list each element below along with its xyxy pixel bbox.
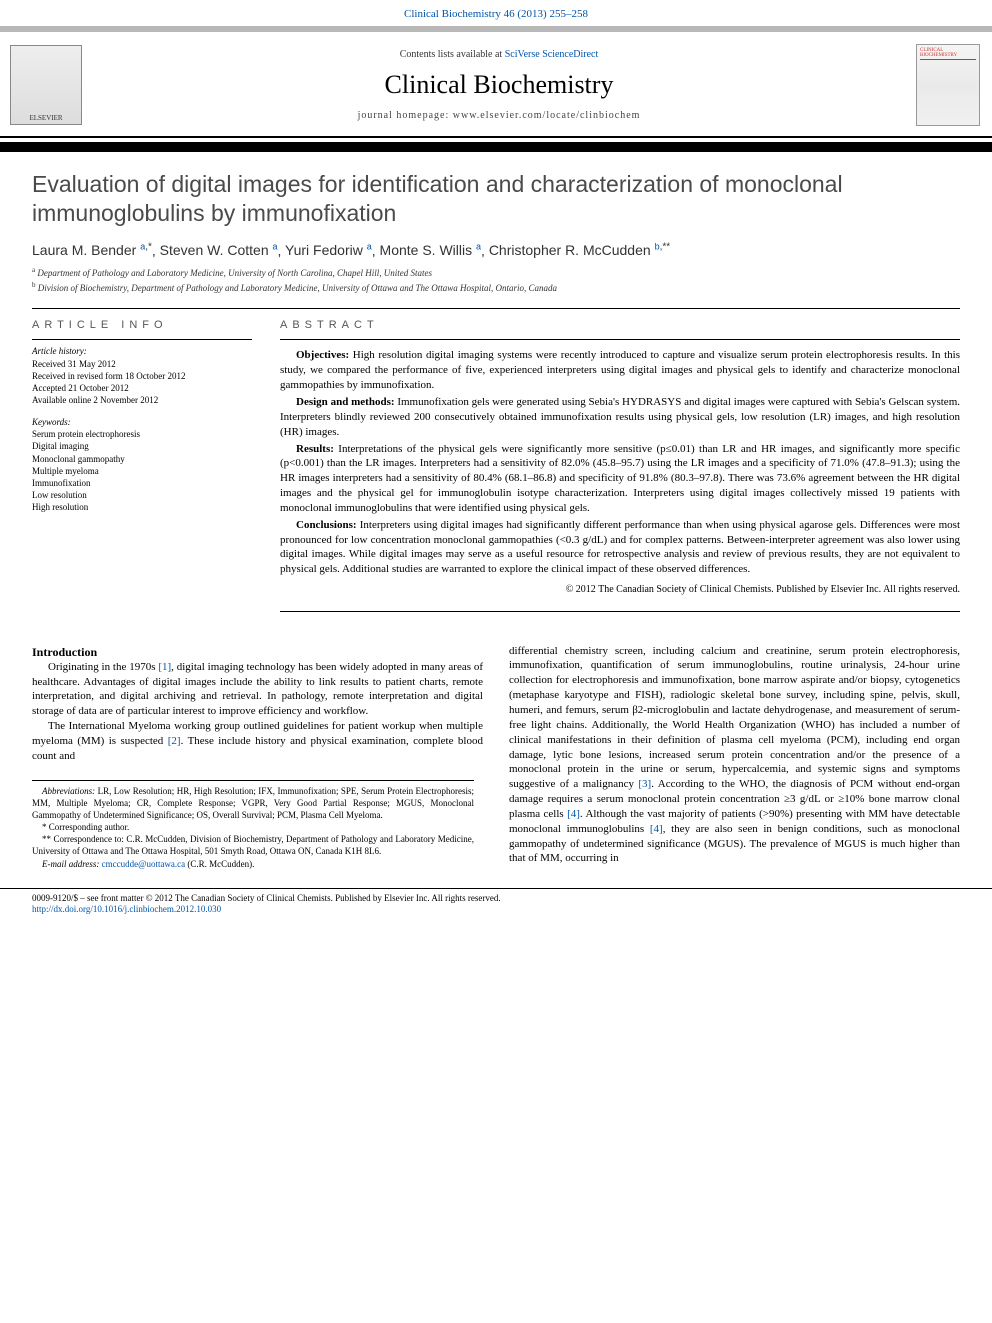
footer-bar: 0009-9120/$ – see front matter © 2012 Th… [0,888,992,926]
journal-cover-thumb: CLINICAL BIOCHEMISTRY [916,44,980,126]
body-paragraph: The International Myeloma working group … [32,719,483,764]
article-info-col: ARTICLE INFO Article history: Received 3… [32,319,252,621]
history-item: Accepted 21 October 2012 [32,382,252,394]
keyword: Digital imaging [32,440,252,452]
affil-key: a [32,266,35,274]
keyword: Multiple myeloma [32,465,252,477]
article-history: Article history: Received 31 May 2012 Re… [32,339,252,406]
author-affil-sup[interactable]: a [476,242,481,252]
abstract-sublabel: Conclusions: [296,519,357,531]
citation-link[interactable]: [3] [638,778,651,790]
history-item: Available online 2 November 2012 [32,394,252,406]
publisher-name: ELSEVIER [29,114,62,122]
header-center: Contents lists available at SciVerse Sci… [82,49,916,121]
abstract-bottom-rule [280,611,960,612]
author: Laura M. Bender a,* [32,242,152,258]
keyword: Immunofixation [32,477,252,489]
keyword: Serum protein electrophoresis [32,428,252,440]
abbr-text: LR, Low Resolution; HR, High Resolution;… [32,786,474,820]
email-label: E-mail address: [42,859,102,869]
abbr-label: Abbreviations: [42,786,95,796]
author-name: Steven W. Cotten [160,242,269,258]
keyword: High resolution [32,501,252,513]
section-heading-intro: Introduction [32,644,483,660]
abstract-text: Interpreters using digital images had si… [280,519,960,576]
journal-reference: Clinical Biochemistry 46 (2013) 255–258 [0,0,992,26]
abstract-text: High resolution digital imaging systems … [280,349,960,391]
author-name: Laura M. Bender [32,242,136,258]
citation-link[interactable]: [1] [158,661,171,673]
homepage-line: journal homepage: www.elsevier.com/locat… [82,110,916,121]
keyword: Low resolution [32,489,252,501]
author-affil-sup[interactable]: a [367,242,372,252]
issn-line: 0009-9120/$ – see front matter © 2012 Th… [32,893,960,905]
history-label: Article history: [32,345,252,357]
keyword: Monoclonal gammopathy [32,453,252,465]
abstract-sublabel: Objectives: [296,349,349,361]
abstract-paragraph: Results: Interpretations of the physical… [280,442,960,516]
citation-link[interactable]: [4] [567,808,580,820]
history-item: Received in revised form 18 October 2012 [32,370,252,382]
email-line: E-mail address: cmccudde@uottawa.ca (C.R… [32,858,474,870]
affiliation: b Division of Biochemistry, Department o… [32,281,960,294]
black-divider [0,142,992,152]
homepage-prefix: journal homepage: [358,110,453,121]
email-suffix: (C.R. McCudden). [185,859,254,869]
body-text: Originating in the 1970s [48,661,158,673]
body-text: differential chemistry screen, including… [509,645,960,791]
citation-link[interactable]: [4] [650,823,663,835]
abstract-sublabel: Design and methods: [296,396,395,408]
abstract-body: Objectives: High resolution digital imag… [280,339,960,596]
author: Yuri Fedoriw a [285,242,372,258]
author-name: Christopher R. McCudden [489,242,651,258]
author-name: Monte S. Willis [380,242,473,258]
history-item: Received 31 May 2012 [32,358,252,370]
body-paragraph: Originating in the 1970s [1], digital im… [32,660,483,719]
abstract-copyright: © 2012 The Canadian Society of Clinical … [280,583,960,597]
body-paragraph: differential chemistry screen, including… [509,644,960,867]
author-mark[interactable]: ,* [145,242,152,253]
affil-text: Division of Biochemistry, Department of … [38,283,557,293]
cover-thumb-label: CLINICAL BIOCHEMISTRY [920,48,976,60]
abstract-text: Interpretations of the physical gels wer… [280,443,960,514]
doi-link[interactable]: http://dx.doi.org/10.1016/j.clinbiochem.… [32,904,221,914]
article-title: Evaluation of digital images for identif… [32,170,960,228]
body-columns: Introduction Originating in the 1970s [1… [32,644,960,870]
header-bar: ELSEVIER Contents lists available at Sci… [0,26,992,138]
journal-reference-link[interactable]: Clinical Biochemistry 46 (2013) 255–258 [404,8,588,20]
keywords-label: Keywords: [32,416,252,428]
footnotes: Abbreviations: LR, Low Resolution; HR, H… [32,780,474,870]
elsevier-logo: ELSEVIER [10,45,82,125]
corresponding-note: ** Correspondence to: C.R. McCudden, Div… [32,833,474,857]
scidirect-link[interactable]: SciVerse ScienceDirect [505,49,599,60]
article-info-heading: ARTICLE INFO [32,319,252,331]
author-affil-sup[interactable]: a [273,242,278,252]
abstract-paragraph: Design and methods: Immunofixation gels … [280,395,960,440]
affil-text: Department of Pathology and Laboratory M… [37,268,432,278]
contents-line: Contents lists available at SciVerse Sci… [82,49,916,60]
section-rule [32,308,960,309]
contents-prefix: Contents lists available at [400,49,505,60]
email-link[interactable]: cmccudde@uottawa.ca [102,859,186,869]
affil-key: b [32,281,36,289]
citation-link[interactable]: [2] [168,735,181,747]
author-mark[interactable]: ,** [660,242,671,253]
abstract-sublabel: Results: [296,443,334,455]
abbreviations: Abbreviations: LR, Low Resolution; HR, H… [32,785,474,821]
corresponding-note: * Corresponding author. [32,821,474,833]
abstract-paragraph: Conclusions: Interpreters using digital … [280,518,960,577]
abstract-col: ABSTRACT Objectives: High resolution dig… [280,319,960,621]
keywords-block: Keywords: Serum protein electrophoresis … [32,416,252,513]
homepage-url: www.elsevier.com/locate/clinbiochem [453,110,641,121]
abstract-paragraph: Objectives: High resolution digital imag… [280,348,960,393]
author: Christopher R. McCudden b,** [489,242,670,258]
author: Monte S. Willis a [380,242,481,258]
meta-row: ARTICLE INFO Article history: Received 3… [32,319,960,621]
journal-title: Clinical Biochemistry [82,70,916,100]
author: Steven W. Cotten a [160,242,278,258]
abstract-heading: ABSTRACT [280,319,960,331]
author-name: Yuri Fedoriw [285,242,363,258]
author-list: Laura M. Bender a,*, Steven W. Cotten a,… [32,242,960,259]
affiliation: a Department of Pathology and Laboratory… [32,266,960,279]
